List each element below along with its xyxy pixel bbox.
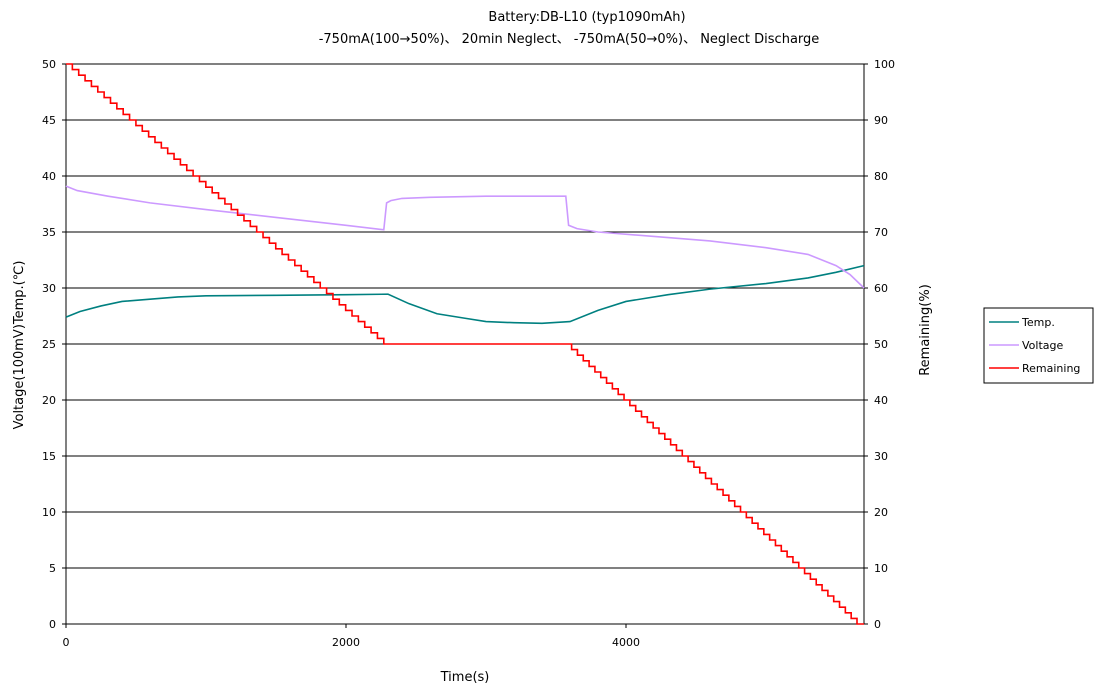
y-right-tick-label: 50 xyxy=(874,338,888,351)
y-right-tick-label: 20 xyxy=(874,506,888,519)
x-axis-ticks: 0 2000 4000 xyxy=(63,624,640,649)
y-left-tick-label: 20 xyxy=(42,394,56,407)
y-left-axis-label: Voltage(100mV)Temp.(℃) xyxy=(12,261,27,430)
legend: Temp. Voltage Remaining xyxy=(983,307,1094,384)
y-left-tick-label: 15 xyxy=(42,450,56,463)
series-line-temp xyxy=(65,264,865,325)
y-left-tick-label: 45 xyxy=(42,114,56,127)
y-right-tick-label: 0 xyxy=(874,618,881,631)
y-left-tick-label: 0 xyxy=(49,618,56,631)
y-right-tick-label: 30 xyxy=(874,450,888,463)
x-tick-label: 4000 xyxy=(612,636,640,649)
y-right-tick-label: 100 xyxy=(874,58,895,71)
series-line-remaining xyxy=(66,63,864,625)
y-left-tick-label: 25 xyxy=(42,338,56,351)
legend-label-voltage: Voltage xyxy=(1022,339,1063,352)
y-right-tick-label: 40 xyxy=(874,394,888,407)
y-right-tick-label: 90 xyxy=(874,114,888,127)
y-left-tick-label: 35 xyxy=(42,226,56,239)
y-left-tick-label: 50 xyxy=(42,58,56,71)
x-axis-label: Time(s) xyxy=(440,670,490,685)
y-left-tick-label: 40 xyxy=(42,170,56,183)
legend-label-temp: Temp. xyxy=(1021,316,1055,329)
y-right-tick-label: 70 xyxy=(874,226,888,239)
y-left-tick-label: 5 xyxy=(49,562,56,575)
chart-title: Battery:DB-L10 (typ1090mAh) xyxy=(488,10,685,25)
left-axis-ticks: 0 5 10 15 20 25 30 35 40 45 50 xyxy=(42,58,66,631)
y-left-tick-label: 10 xyxy=(42,506,56,519)
series-line-voltage xyxy=(65,185,865,289)
y-right-tick-label: 80 xyxy=(874,170,888,183)
legend-label-remaining: Remaining xyxy=(1022,362,1080,375)
y-right-tick-label: 10 xyxy=(874,562,888,575)
x-tick-label: 0 xyxy=(63,636,70,649)
y-right-axis-label: Remaining(%) xyxy=(918,284,933,376)
series-lines xyxy=(65,63,865,625)
right-axis-ticks: 0 10 20 30 40 50 60 70 80 90 100 xyxy=(864,58,895,631)
y-left-tick-label: 30 xyxy=(42,282,56,295)
x-tick-label: 2000 xyxy=(332,636,360,649)
y-right-tick-label: 60 xyxy=(874,282,888,295)
chart-subtitle: -750mA(100→50%)、 20min Neglect、 -750mA(5… xyxy=(319,32,820,47)
